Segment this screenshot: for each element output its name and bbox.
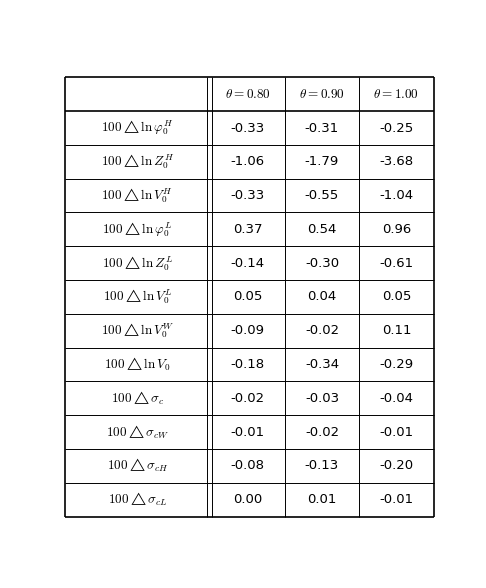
Text: -0.34: -0.34 — [305, 358, 339, 371]
Text: -0.55: -0.55 — [305, 189, 339, 202]
Text: $100\triangle\sigma_{cH}$: $100\triangle\sigma_{cH}$ — [107, 457, 168, 475]
Text: -0.31: -0.31 — [305, 122, 339, 135]
Text: 0.54: 0.54 — [307, 223, 337, 236]
Text: $100\triangle \ln V_0^W$: $100\triangle \ln V_0^W$ — [101, 322, 174, 340]
Text: -0.02: -0.02 — [305, 324, 339, 338]
Text: -0.04: -0.04 — [380, 392, 414, 405]
Text: $100\triangle \ln Z_0^H$: $100\triangle \ln Z_0^H$ — [101, 152, 174, 171]
Text: $100\triangle \ln V_0^L$: $100\triangle \ln V_0^L$ — [103, 288, 172, 306]
Text: -0.61: -0.61 — [380, 256, 414, 270]
Text: $100\triangle\sigma_{cW}$: $100\triangle\sigma_{cW}$ — [106, 423, 169, 440]
Text: -0.02: -0.02 — [305, 426, 339, 439]
Text: $\theta = 0.80$: $\theta = 0.80$ — [225, 88, 271, 101]
Text: $100\triangle \ln Z_0^L$: $100\triangle \ln Z_0^L$ — [102, 254, 173, 272]
Text: 0.11: 0.11 — [382, 324, 411, 338]
Text: 0.96: 0.96 — [382, 223, 411, 236]
Text: -1.06: -1.06 — [230, 155, 264, 168]
Text: -0.33: -0.33 — [230, 122, 265, 135]
Text: -1.04: -1.04 — [380, 189, 414, 202]
Text: -3.68: -3.68 — [380, 155, 414, 168]
Text: $\theta = 0.90$: $\theta = 0.90$ — [299, 88, 345, 101]
Text: -0.13: -0.13 — [305, 459, 339, 472]
Text: 0.05: 0.05 — [233, 290, 262, 303]
Text: $100\triangle \ln V_0$: $100\triangle \ln V_0$ — [104, 356, 171, 373]
Text: $100\triangle\sigma_c$: $100\triangle\sigma_c$ — [111, 390, 164, 407]
Text: 0.00: 0.00 — [233, 493, 262, 506]
Text: -0.30: -0.30 — [305, 256, 339, 270]
Text: -0.08: -0.08 — [230, 459, 264, 472]
Text: -0.14: -0.14 — [230, 256, 264, 270]
Text: 0.37: 0.37 — [233, 223, 262, 236]
Text: -0.01: -0.01 — [380, 426, 414, 439]
Text: -0.18: -0.18 — [230, 358, 264, 371]
Text: -0.01: -0.01 — [380, 493, 414, 506]
Text: -0.09: -0.09 — [230, 324, 264, 338]
Text: 0.04: 0.04 — [307, 290, 337, 303]
Text: $100\triangle \ln V_0^H$: $100\triangle \ln V_0^H$ — [102, 186, 174, 205]
Text: 0.01: 0.01 — [307, 493, 337, 506]
Text: 0.05: 0.05 — [382, 290, 411, 303]
Text: -0.20: -0.20 — [380, 459, 414, 472]
Text: -0.02: -0.02 — [230, 392, 264, 405]
Text: -0.01: -0.01 — [230, 426, 264, 439]
Text: $100\triangle \ln \varphi_0^L$: $100\triangle \ln \varphi_0^L$ — [103, 220, 173, 239]
Text: $100\triangle\sigma_{cL}$: $100\triangle\sigma_{cL}$ — [108, 491, 167, 508]
Text: -0.33: -0.33 — [230, 189, 265, 202]
Text: -0.25: -0.25 — [379, 122, 414, 135]
Text: -0.29: -0.29 — [380, 358, 414, 371]
Text: -0.03: -0.03 — [305, 392, 339, 405]
Text: -1.79: -1.79 — [305, 155, 339, 168]
Text: $\theta = 1.00$: $\theta = 1.00$ — [373, 88, 419, 101]
Text: $100\triangle \ln \varphi_0^H$: $100\triangle \ln \varphi_0^H$ — [102, 119, 174, 138]
